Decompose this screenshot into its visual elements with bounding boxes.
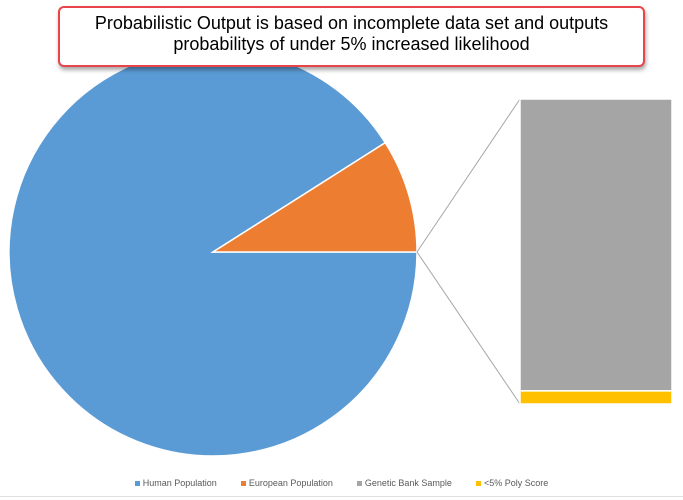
connector-line-top <box>416 98 521 253</box>
legend-label: <5% Poly Score <box>483 478 549 488</box>
legend: Human Population European Population Gen… <box>0 478 683 488</box>
legend-swatch <box>356 480 362 486</box>
legend-item-human: Human Population <box>134 478 217 488</box>
legend-label: Human Population <box>142 478 217 488</box>
connector-line-bottom <box>416 251 521 405</box>
legend-item-genetic-bank: Genetic Bank Sample <box>356 478 452 488</box>
legend-swatch <box>475 480 481 486</box>
legend-item-poly-score: <5% Poly Score <box>475 478 549 488</box>
annotation-callout: Probabilistic Output is based on incompl… <box>58 6 645 67</box>
divider <box>0 496 683 497</box>
pie-slice-european-population <box>210 141 418 253</box>
legend-item-european: European Population <box>240 478 333 488</box>
bar-segment-1 <box>519 390 673 405</box>
legend-swatch <box>240 480 246 486</box>
annotation-line-1: Probabilistic Output is based on incompl… <box>94 13 609 33</box>
legend-label: European Population <box>248 478 333 488</box>
annotation-line-2: probabilitys of under 5% increased likel… <box>173 34 530 54</box>
bar-segment-0 <box>519 98 673 392</box>
legend-swatch <box>134 480 140 486</box>
legend-label: Genetic Bank Sample <box>364 478 452 488</box>
